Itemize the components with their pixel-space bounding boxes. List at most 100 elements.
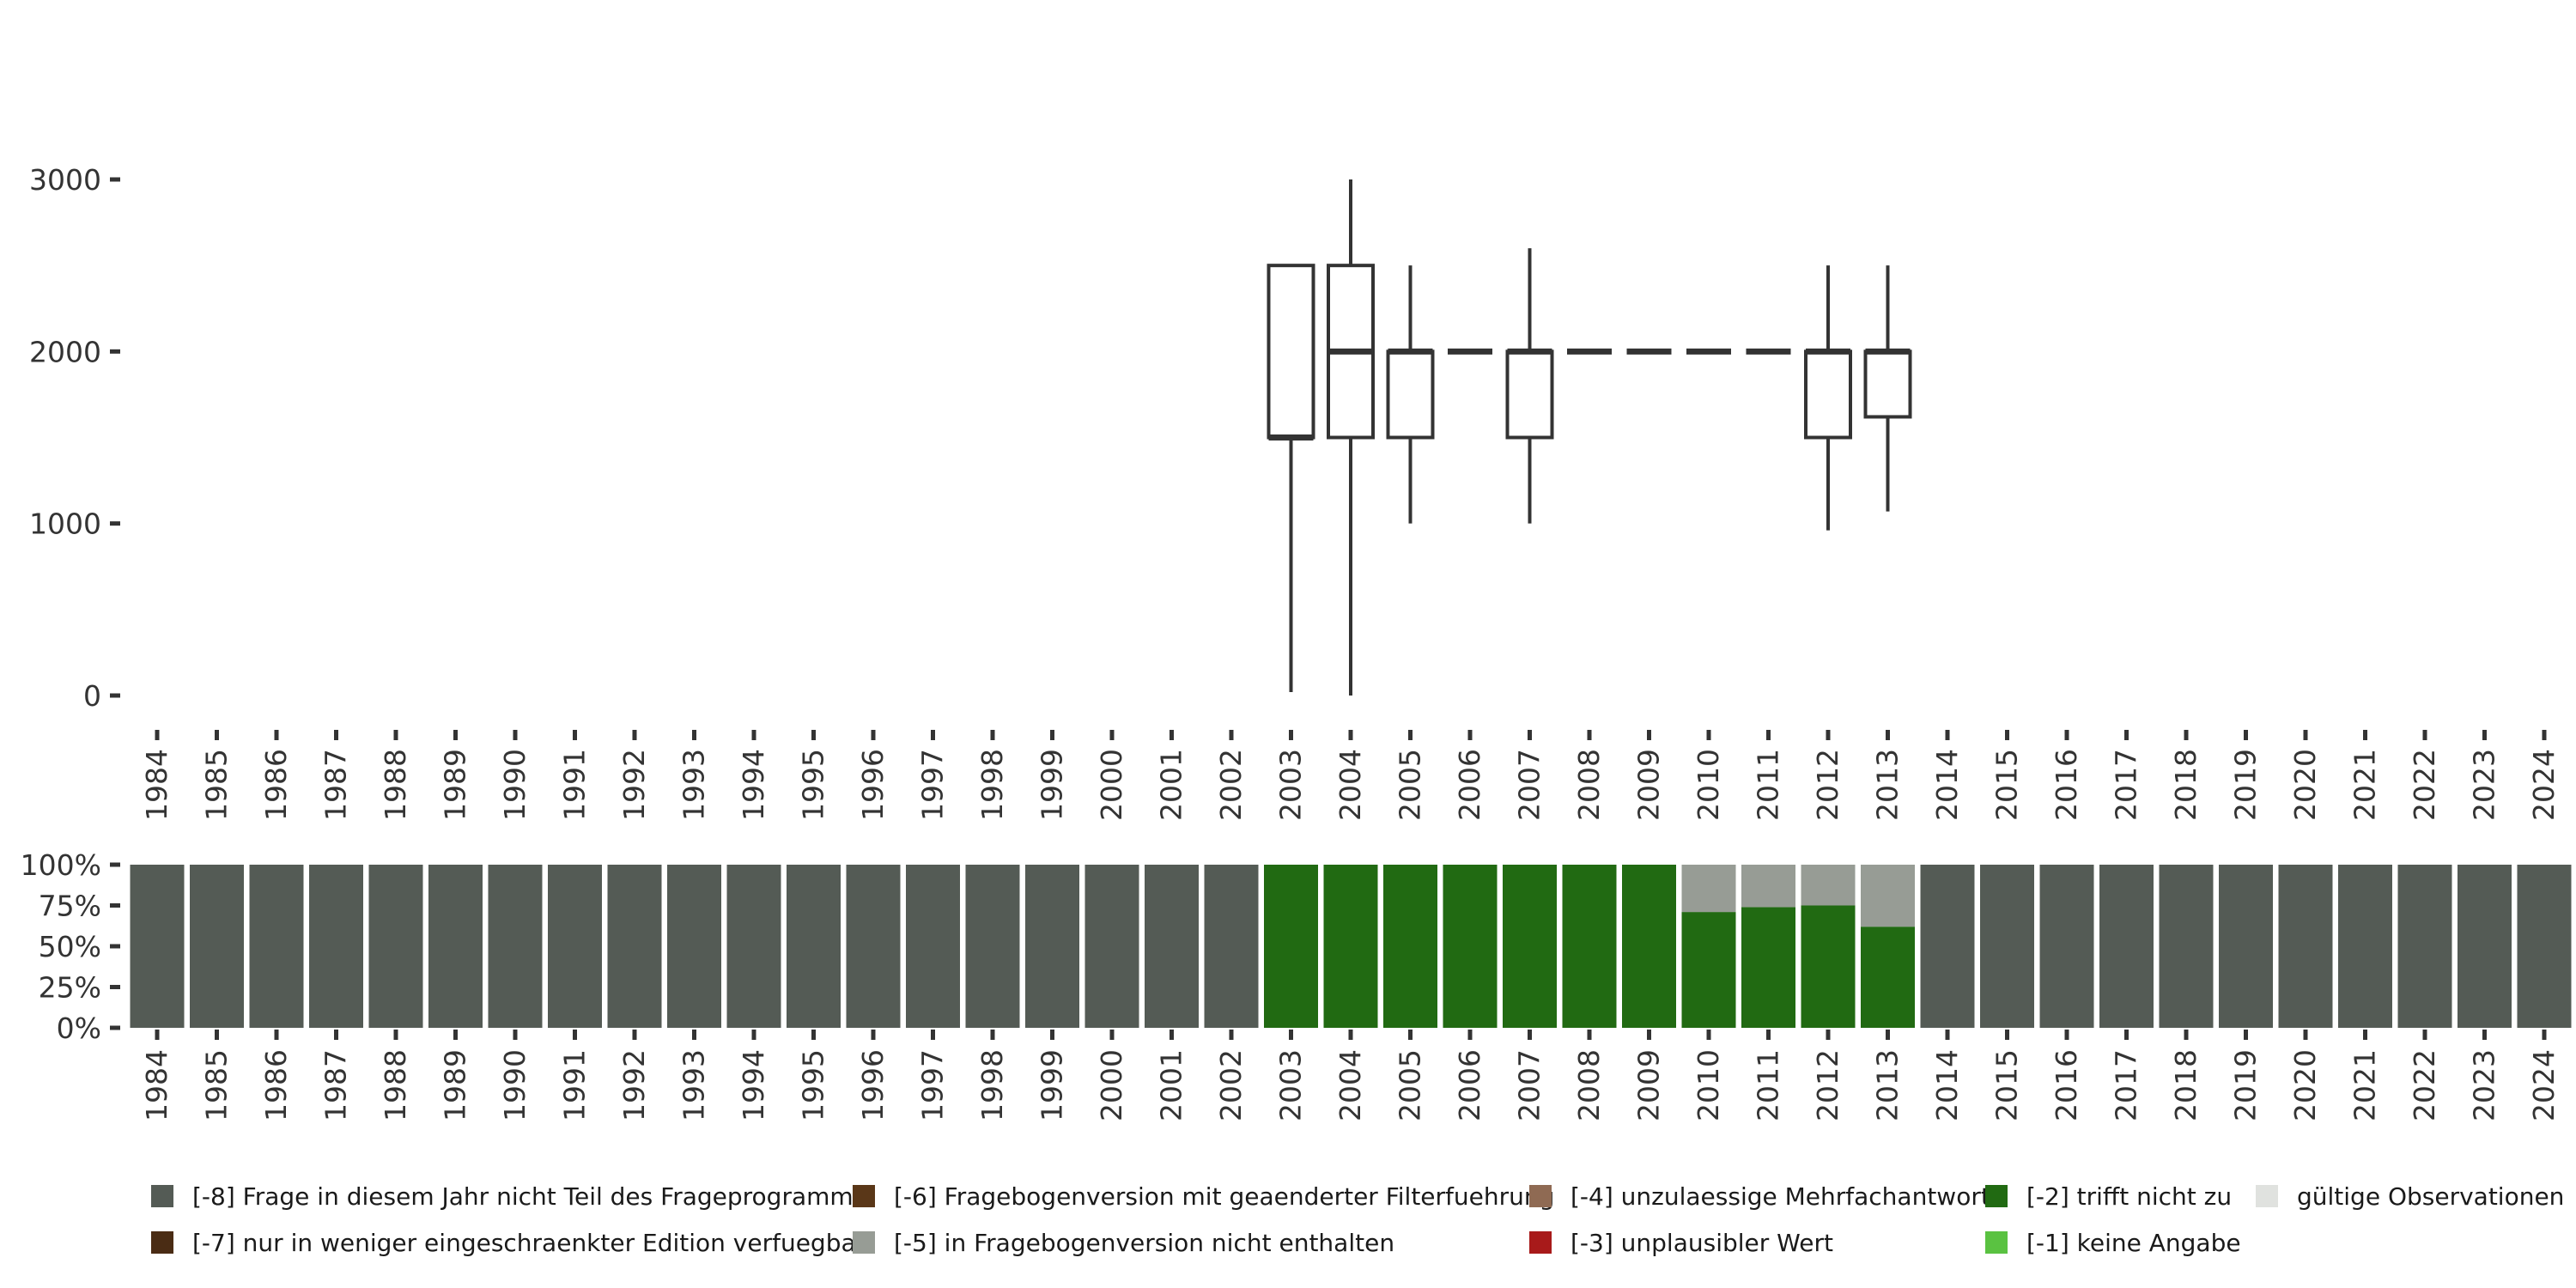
legend-item: [-4] unzulaessige Mehrfachantwort xyxy=(1529,1182,1990,1211)
boxplot-x-tick-label: 2009 xyxy=(1632,749,1666,821)
barchart-x-tick-label: 1997 xyxy=(916,1049,950,1121)
barchart-x-tick-label: 1986 xyxy=(259,1049,293,1121)
legend-item: [-5] in Fragebogenversion nicht enthalte… xyxy=(853,1229,1394,1257)
bar-segment-2009-codem2 xyxy=(1622,865,1676,1028)
boxplot-x-tick-label: 1988 xyxy=(379,749,412,821)
bar-segment-1987-codem8 xyxy=(309,865,363,1028)
boxplot-x-tick-label: 2022 xyxy=(2408,749,2441,821)
box-2003 xyxy=(1267,264,1315,692)
barchart-x-tick-label: 2014 xyxy=(1930,1049,1964,1121)
bar-segment-1990-codem8 xyxy=(488,865,543,1028)
bar-segment-1991-codem8 xyxy=(548,865,602,1028)
barchart-x-tick-label: 1992 xyxy=(617,1049,651,1121)
box-body xyxy=(1505,349,1554,440)
barchart-x-tick-label: 2019 xyxy=(2229,1049,2263,1121)
boxplot-x-tick-label: 1985 xyxy=(200,749,234,821)
legend-label: [-5] in Fragebogenversion nicht enthalte… xyxy=(894,1229,1394,1257)
bar-segment-1996-codem8 xyxy=(846,865,901,1028)
legend-item: [-1] keine Angabe xyxy=(1985,1229,2241,1257)
legend-label: gültige Observationen xyxy=(2297,1182,2564,1211)
boxplot-y-tick-label: 2000 xyxy=(29,335,101,368)
boxplot-x-tick-label: 1998 xyxy=(975,749,1009,821)
boxplot-x-tick-label: 1997 xyxy=(916,749,950,821)
barchart-x-tick-label: 2017 xyxy=(2110,1049,2143,1121)
barchart-y-tick-label: 100% xyxy=(21,848,101,882)
bar-segment-2000-codem8 xyxy=(1084,865,1139,1028)
legend-item: [-6] Fragebogenversion mit geaenderter F… xyxy=(853,1182,1554,1211)
barchart-x-tick-label: 2008 xyxy=(1572,1049,1606,1121)
bar-segment-2023-codem8 xyxy=(2458,865,2512,1028)
barchart-x-tick-label: 2002 xyxy=(1214,1049,1248,1121)
barchart-x-tick-label: 2007 xyxy=(1513,1049,1546,1121)
boxplot-x-tick-label: 2021 xyxy=(2348,749,2382,821)
box-body xyxy=(1267,264,1315,440)
boxplot-x-tick-label: 1994 xyxy=(737,749,770,821)
bar-segment-2018-codem8 xyxy=(2159,865,2214,1028)
bar-segment-2020-codem8 xyxy=(2278,865,2333,1028)
barchart-y-axis: 0% 25% 50% 75% 100% xyxy=(21,848,120,1045)
bar-segment-1998-codem8 xyxy=(965,865,1020,1028)
bar-segment-1986-codem8 xyxy=(249,865,304,1028)
boxplot-y-axis: 0 1000 2000 3000 xyxy=(29,163,120,713)
bar-segment-2011-codem5 xyxy=(1741,865,1795,908)
barchart-x-tick-label: 2010 xyxy=(1692,1049,1725,1121)
boxplot-x-tick-label: 1996 xyxy=(856,749,890,821)
bar-segment-2014-codem8 xyxy=(1920,865,1975,1028)
boxplot-x-tick-label: 2020 xyxy=(2288,749,2322,821)
boxplot-x-tick-label: 2001 xyxy=(1155,749,1188,821)
boxplot-x-tick-label: 2005 xyxy=(1394,749,1427,821)
legend-item: [-8] Frage in diesem Jahr nicht Teil des… xyxy=(151,1182,866,1211)
barchart-x-tick-label: 2009 xyxy=(1632,1049,1666,1121)
legend-item: gültige Observationen xyxy=(2256,1182,2564,1211)
barchart-x-tick-label: 1987 xyxy=(319,1049,353,1121)
box-body xyxy=(1863,349,1912,419)
bar-segment-1984-codem8 xyxy=(130,865,185,1028)
box-body xyxy=(1804,349,1852,440)
bar-segment-1995-codem8 xyxy=(787,865,841,1028)
bar-segment-2010-codem2 xyxy=(1681,912,1736,1028)
bar-segment-2013-codem5 xyxy=(1861,865,1915,927)
barchart-y-tick-label: 0% xyxy=(57,1012,101,1045)
boxplot-x-tick-label: 2014 xyxy=(1930,749,1964,821)
barchart-x-tick-label: 1989 xyxy=(439,1049,472,1121)
boxplot-x-axis: 1984 1985 1986 1987 1988 1989 1990 1991 1992 1993… xyxy=(140,730,2561,821)
bar-segment-2004-codem2 xyxy=(1323,865,1378,1028)
boxplot-x-tick-label: 1991 xyxy=(558,749,592,821)
barchart-x-tick-label: 2020 xyxy=(2288,1049,2322,1121)
bar-segment-2017-codem8 xyxy=(2099,865,2154,1028)
bar-segment-2019-codem8 xyxy=(2219,865,2273,1028)
barchart-y-tick-label: 50% xyxy=(39,930,101,963)
bar-segment-2011-codem2 xyxy=(1741,907,1795,1028)
barchart-x-axis: 1984 1985 1986 1987 1988 1989 1990 1991 1992 1993… xyxy=(140,1030,2561,1121)
bar-segment-1989-codem8 xyxy=(428,865,483,1028)
barchart-x-tick-label: 1996 xyxy=(856,1049,890,1121)
bar-segment-2012-codem2 xyxy=(1801,905,1856,1028)
bar-segment-2005-codem2 xyxy=(1383,865,1437,1028)
boxplot-x-tick-label: 1984 xyxy=(140,749,173,821)
box-2013 xyxy=(1863,265,1912,512)
barchart-x-tick-label: 1985 xyxy=(200,1049,234,1121)
bar-segment-2016-codem8 xyxy=(2039,865,2094,1028)
bar-segment-2013-codem2 xyxy=(1861,927,1915,1028)
barchart-x-tick-label: 1988 xyxy=(379,1049,412,1121)
boxplot-y-tick-label: 1000 xyxy=(29,507,101,541)
bar-segment-2003-codem2 xyxy=(1264,865,1318,1028)
bar-segment-2021-codem8 xyxy=(2338,865,2392,1028)
barchart-x-tick-label: 1991 xyxy=(558,1049,592,1121)
barchart-x-tick-label: 1993 xyxy=(677,1049,711,1121)
boxplot-x-tick-label: 1989 xyxy=(439,749,472,821)
boxplot-x-tick-label: 2024 xyxy=(2527,749,2561,821)
boxplot-marks xyxy=(1267,179,1912,696)
boxplot-x-tick-label: 2019 xyxy=(2229,749,2263,821)
barchart-x-tick-label: 2023 xyxy=(2468,1049,2501,1121)
legend-swatch xyxy=(151,1231,173,1254)
barchart-y-tick-label: 25% xyxy=(39,971,101,1005)
barchart-x-tick-label: 2015 xyxy=(1990,1049,2024,1121)
bar-segment-2012-codem5 xyxy=(1801,865,1856,906)
legend-label: [-8] Frage in diesem Jahr nicht Teil des… xyxy=(192,1182,866,1211)
legend-label: [-2] trifft nicht zu xyxy=(2026,1182,2232,1211)
barchart-x-tick-label: 2004 xyxy=(1334,1049,1367,1121)
boxplot-x-tick-label: 2010 xyxy=(1692,749,1725,821)
barchart-x-tick-label: 2013 xyxy=(1871,1049,1905,1121)
